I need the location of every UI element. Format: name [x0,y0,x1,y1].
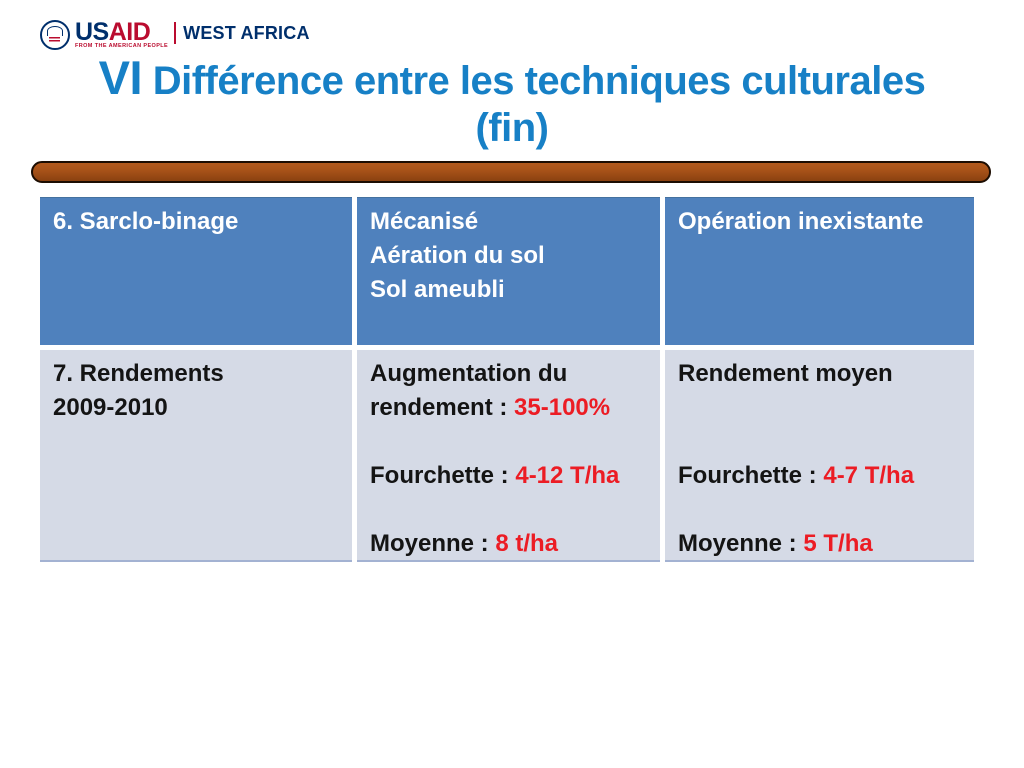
table-cell-line: Mécanisé [370,208,479,235]
table-cell-line: Sol ameubli [370,276,505,303]
slide-title-line1: Différence entre les techniques cultural… [152,59,926,103]
table-cell-line: Fourchette : 4-7 T/ha [678,462,915,489]
table-cell-r2c1: 7. Rendements 2009-2010 [40,350,352,562]
slide-title-numeral: VI [98,51,143,104]
table-cell-line: Rendement moyen [678,360,893,387]
table-cell-line [678,391,961,425]
table-cell-line [370,425,647,459]
table-cell-line: Moyenne : 5 T/ha [678,530,873,557]
usaid-us-text: US [75,17,109,46]
table-cell-line: Fourchette : 4-12 T/ha [370,462,620,489]
table-cell-line: 6. Sarclo-binage [53,208,239,235]
table-cell-r2c3: Rendement moyen Fourchette : 4-7 T/ha Mo… [665,350,974,562]
table-cell-r1c1: 6. Sarclo-binage [40,197,352,345]
usaid-wordmark: USAID FROM THE AMERICAN PEOPLE [75,17,169,50]
table-cell-line: 2009-2010 [53,394,168,421]
usaid-region-text: WEST AFRICA [183,22,310,43]
table-cell-line [678,425,961,459]
table-cell-line: rendement : 35-100% [370,394,611,421]
table-cell-line: Augmentation du [370,360,568,387]
table-cell-line: Opération inexistante [678,208,924,235]
table-cell-r1c2: Mécanisé Aération du sol Sol ameubli [357,197,660,345]
usaid-tagline: FROM THE AMERICAN PEOPLE [75,42,169,49]
table-cell-line [678,493,961,527]
slide-title: VI Différence entre les techniques cultu… [0,54,1024,152]
table-cell-r2c2: Augmentation du rendement : 35-100% Fourc… [357,350,660,562]
usaid-logo: USAID FROM THE AMERICAN PEOPLE WEST AFRI… [40,17,310,50]
usaid-aid-text: AID [108,17,151,46]
table-cell-line: Moyenne : 8 t/ha [370,530,559,557]
usaid-seal-icon [40,20,70,50]
divider-bar [31,161,991,183]
logo-separator [174,22,177,44]
slide-title-line2: (fin) [475,106,549,150]
table-cell-line [370,493,647,527]
comparison-table: 6. Sarclo-binage Mécanisé Aération du sol S… [40,197,974,562]
table-cell-line: Aération du sol [370,242,545,269]
table-cell-line: 7. Rendements [53,360,224,387]
table-cell-r1c3: Opération inexistante [665,197,974,345]
